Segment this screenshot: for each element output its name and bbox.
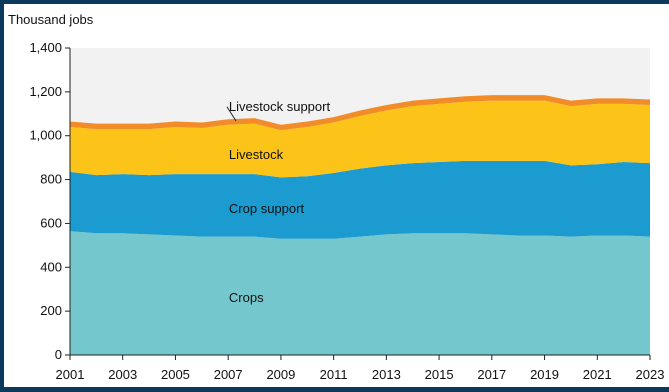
x-tick-label: 2021 (583, 367, 612, 382)
axes-group: 0 200 400 600 800 1,000 1,200 1,400 2001 2003 2005… (29, 40, 664, 382)
x-tick-label: 2019 (530, 367, 559, 382)
y-tick-label: 1,400 (29, 40, 62, 55)
series-label-livestock: Livestock (229, 147, 284, 162)
x-tick-label: 2007 (214, 367, 243, 382)
x-tick-label: 2001 (56, 367, 85, 382)
stacked-area-chart: 0 200 400 600 800 1,000 1,200 1,400 2001 2003 2005… (8, 12, 664, 382)
y-tick-label: 200 (40, 303, 62, 318)
x-tick-label: 2015 (425, 367, 454, 382)
leader-line-livestock-support (226, 106, 237, 122)
area-crop-support (70, 160, 650, 239)
x-tick-label: 2009 (266, 367, 295, 382)
area-livestock-support (70, 95, 650, 131)
series-labels-group: Crops Crop support Livestock Livestock supp… (226, 99, 331, 305)
x-tick-label: 2005 (161, 367, 190, 382)
series-label-livestock-support: Livestock support (229, 99, 331, 114)
y-tick-label: 1,000 (29, 128, 62, 143)
x-tick-label: 2011 (320, 367, 348, 382)
y-tick-label: 400 (40, 259, 62, 274)
x-tick-label: 2003 (108, 367, 137, 382)
y-tick-label: 600 (40, 215, 62, 230)
x-tick-label: 2013 (372, 367, 401, 382)
area-series-group (70, 95, 650, 355)
y-axis-title: Thousand jobs (8, 12, 94, 27)
area-crops (70, 231, 650, 355)
series-label-crops: Crops (229, 290, 264, 305)
x-tick-label: 2017 (477, 367, 506, 382)
series-label-crop-support: Crop support (229, 201, 305, 216)
area-livestock (70, 100, 650, 178)
y-tick-label: 800 (40, 172, 62, 187)
chart-frame: 0 200 400 600 800 1,000 1,200 1,400 2001 2003 2005… (4, 4, 669, 387)
y-tick-label: 0 (55, 347, 62, 362)
y-tick-label: 1,200 (29, 84, 62, 99)
x-tick-label: 2023 (636, 367, 665, 382)
